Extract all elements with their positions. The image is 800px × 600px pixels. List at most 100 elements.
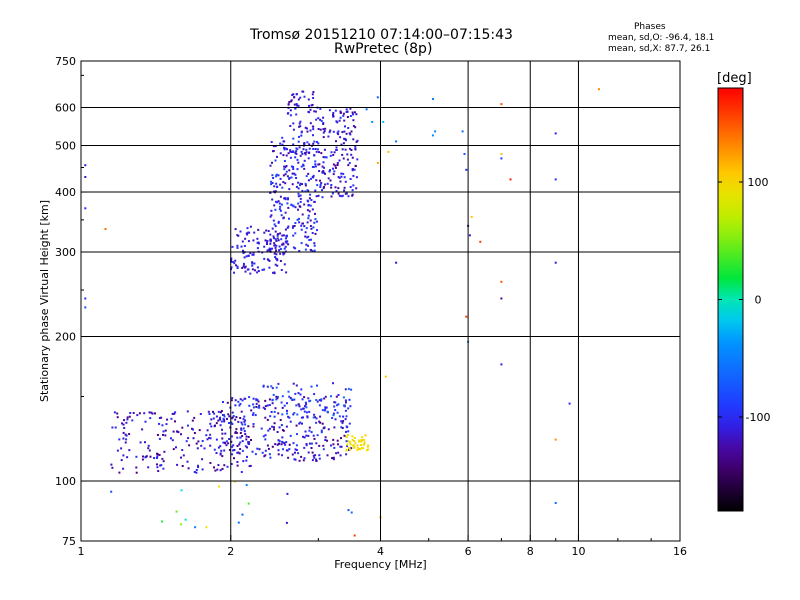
echo-point [209, 444, 212, 447]
echo-point [304, 405, 306, 408]
echo-point [332, 130, 335, 133]
echo-point [311, 250, 314, 253]
echo-point [279, 419, 282, 421]
echo-point [274, 230, 277, 233]
echo-point [307, 204, 310, 207]
echo-point [174, 411, 177, 414]
echo-point [285, 237, 287, 240]
echo-point [264, 454, 267, 457]
echo-point [201, 440, 204, 442]
echo-point [347, 440, 350, 443]
echo-point [276, 185, 278, 188]
echo-point [263, 268, 266, 271]
echo-point [267, 230, 270, 232]
echo-point [308, 152, 311, 154]
echo-point [300, 131, 303, 134]
echo-point [322, 121, 325, 124]
echo-point [349, 178, 352, 180]
echo-point [335, 395, 338, 398]
echo-point [345, 415, 348, 418]
echo-point [293, 458, 296, 461]
echo-point [228, 422, 230, 424]
echo-point [249, 252, 252, 255]
echo-point [246, 446, 248, 449]
echo-point [318, 404, 321, 407]
echo-point [367, 448, 370, 451]
echo-point [275, 175, 278, 178]
echo-point [219, 453, 222, 456]
echo-point [363, 438, 366, 441]
echo-point [300, 224, 303, 227]
echo-point [236, 464, 239, 467]
echo-point [274, 246, 277, 249]
echo-point [275, 240, 278, 242]
echo-point [336, 411, 339, 414]
echo-point [231, 411, 234, 414]
echo-point [182, 454, 185, 457]
echo-point [356, 444, 359, 447]
echo-point [335, 140, 337, 143]
echo-point [353, 440, 356, 443]
echo-point [226, 401, 229, 404]
echo-point [303, 142, 306, 145]
echo-point [306, 127, 308, 130]
echo-point [291, 94, 294, 96]
echo-point [256, 266, 259, 269]
echo-point [238, 443, 241, 446]
echo-point [162, 460, 165, 463]
echo-point [290, 165, 293, 168]
echo-point [329, 169, 331, 172]
echo-point [301, 189, 304, 192]
echo-point [278, 426, 281, 429]
echo-point [310, 385, 313, 388]
echo-point [273, 428, 275, 431]
echo-point [319, 118, 322, 121]
echo-point [269, 164, 272, 167]
echo-point [214, 424, 216, 427]
echo-point [251, 253, 254, 256]
echo-point [287, 152, 290, 155]
phase-stats-o: mean, sd,O: -96.4, 18.1 [608, 33, 715, 43]
echo-point [323, 186, 325, 188]
echo-point [237, 400, 240, 403]
x-tick-label: 4 [377, 545, 384, 558]
echo-point [221, 437, 224, 440]
echo-point [206, 429, 209, 432]
echo-point [338, 176, 341, 179]
echo-point [262, 435, 265, 438]
echo-point [366, 445, 369, 448]
echo-point [302, 164, 305, 167]
echo-point [225, 444, 228, 447]
echo-point [304, 152, 306, 155]
echo-point [294, 232, 297, 235]
echo-point [274, 159, 277, 162]
echo-point [216, 468, 219, 471]
echo-point [344, 148, 347, 151]
echo-point [269, 191, 272, 194]
echo-point [270, 214, 273, 217]
echo-point [315, 417, 318, 420]
echo-point [271, 174, 274, 177]
echo-point [351, 156, 354, 159]
echo-point [292, 442, 295, 445]
echo-point [296, 413, 299, 416]
echo-point [240, 421, 243, 424]
echo-point [244, 419, 247, 422]
echo-point [313, 242, 316, 245]
echo-point [203, 447, 206, 450]
echo-point [237, 420, 240, 423]
echo-point [118, 438, 121, 441]
echo-point [340, 420, 343, 423]
echo-point [295, 177, 298, 179]
echo-point [315, 195, 318, 198]
echo-point [285, 521, 288, 524]
echo-point [111, 466, 114, 469]
echo-point [331, 457, 333, 460]
echo-point [294, 156, 297, 159]
echo-point [351, 435, 354, 438]
echo-point [332, 438, 335, 441]
echo-point [241, 440, 244, 443]
echo-point [292, 128, 295, 131]
echo-point [122, 431, 125, 434]
echo-point [298, 221, 301, 224]
